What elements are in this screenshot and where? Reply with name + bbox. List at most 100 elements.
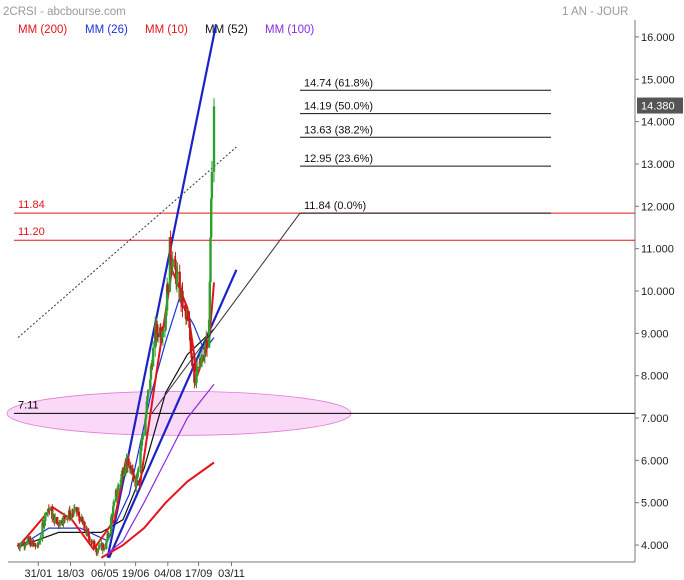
candle-body-198 <box>210 198 213 238</box>
candle-body-94 <box>107 534 111 536</box>
y-tick-label-11: 15.000 <box>641 74 675 86</box>
candle-body-83 <box>97 548 100 550</box>
fib-label-4: 11.84 (0.0%) <box>304 200 366 212</box>
y-tick-label-7: 11.000 <box>641 244 674 256</box>
candle-body-169 <box>181 290 184 307</box>
candle-body-44 <box>58 520 62 526</box>
candle-body-181 <box>193 382 197 384</box>
candle-body-176 <box>189 327 192 341</box>
candle-body-71 <box>86 529 89 535</box>
fib-anchor-line <box>151 212 301 414</box>
level-label-0: 11.84 <box>18 199 45 211</box>
candle-body-110 <box>124 465 127 474</box>
candle-body-80 <box>95 548 98 553</box>
fib-label-3: 12.95 (23.6%) <box>304 153 373 165</box>
candle-body-40 <box>56 517 59 524</box>
candle-body-69 <box>83 521 86 529</box>
candle-body-16 <box>32 540 35 544</box>
candle-body-130 <box>144 418 147 436</box>
candle-body-177 <box>189 340 193 354</box>
y-tick-label-10: 14.000 <box>641 117 675 129</box>
candle-body-127 <box>140 438 144 446</box>
legend: MM (200) MM (26) MM (10) MM (52) MM (100… <box>18 24 314 36</box>
candle-body-194 <box>205 339 209 348</box>
y-tick-label-6: 10.000 <box>641 286 675 298</box>
candle-body-25 <box>41 522 44 538</box>
y-tick-label-3: 7.000 <box>641 413 669 425</box>
candle-body-172 <box>184 311 188 318</box>
candle-body-35 <box>51 507 54 519</box>
candle-body-20 <box>36 543 39 547</box>
candle-body-163 <box>175 273 179 284</box>
candle-body-82 <box>96 549 99 553</box>
candle-body-39 <box>53 517 57 524</box>
chart-period-label: 1 AN - JOUR <box>562 6 628 18</box>
candle-body-156 <box>169 237 172 259</box>
candle-body-12 <box>28 537 31 542</box>
candle-body-89 <box>102 548 106 550</box>
candle-body-59 <box>73 507 76 510</box>
candle-body-149 <box>161 331 165 337</box>
y-tick-label-0: 4.000 <box>641 540 669 552</box>
candle-body-91 <box>105 540 109 543</box>
candle-body-72 <box>86 529 90 532</box>
candle-body-191 <box>203 346 207 358</box>
candle-body-79 <box>93 541 96 549</box>
candle-body-4 <box>19 542 22 545</box>
candle-body-139 <box>151 347 155 367</box>
candle-body-49 <box>63 515 67 519</box>
trend-line-2 <box>17 146 237 338</box>
candle-body-104 <box>117 484 120 486</box>
candle-body-165 <box>178 271 181 298</box>
candle-body-180 <box>193 365 196 383</box>
candle-body-88 <box>102 544 105 549</box>
candle-body-174 <box>186 316 189 321</box>
candle-body-34 <box>49 507 52 511</box>
ma-line-3 <box>17 298 215 548</box>
candle-body-46 <box>61 523 64 525</box>
candle-body-23 <box>38 540 41 542</box>
candle-body-143 <box>156 324 159 334</box>
candle-body-133 <box>146 396 149 402</box>
y-tick-label-2: 6.000 <box>641 455 669 467</box>
candle-body-18 <box>33 543 36 546</box>
candle-body-99 <box>112 501 116 507</box>
candle-body-90 <box>105 542 108 549</box>
x-tick-label-1: 18/03 <box>57 568 85 580</box>
candle-body-9 <box>24 544 27 546</box>
candle-body-55 <box>70 513 74 519</box>
ma-line-1 <box>107 383 215 554</box>
x-tick-label-0: 31/01 <box>25 568 53 580</box>
candle-body-151 <box>164 316 167 330</box>
candle-body-184 <box>196 366 199 375</box>
y-tick-label-1: 5.000 <box>641 498 669 510</box>
candle-body-73 <box>87 531 90 537</box>
candle-body-45 <box>60 520 64 524</box>
legend-mm10: MM (10) <box>145 24 188 36</box>
candle-body-103 <box>116 485 120 492</box>
candle-body-195 <box>207 319 211 348</box>
candle-body-188 <box>200 359 203 364</box>
ma-line-0 <box>100 461 215 559</box>
candle-body-14 <box>29 539 32 547</box>
candle-body-196 <box>208 282 211 320</box>
x-tick-label-6: 03/11 <box>218 568 245 580</box>
legend-mm100: MM (100) <box>265 24 314 36</box>
candle-body-96 <box>110 514 113 518</box>
candle-body-125 <box>139 450 142 469</box>
candle-body-144 <box>156 333 160 338</box>
candle-body-132 <box>145 401 148 413</box>
level-label-2: 7.11 <box>18 399 39 411</box>
candle-body-121 <box>135 476 138 487</box>
candle-body-116 <box>130 470 133 474</box>
candle-body-47 <box>62 516 65 524</box>
x-tick-label-5: 17/09 <box>185 568 213 580</box>
candle-body-102 <box>116 491 119 495</box>
y-tick-label-9: 13.000 <box>641 159 675 171</box>
candle-body-182 <box>194 383 197 385</box>
candle-body-105 <box>119 479 123 485</box>
candle-body-152 <box>165 310 168 317</box>
candle-body-189 <box>200 354 204 360</box>
y-tick-label-12: 16.000 <box>641 32 675 44</box>
candle-body-128 <box>141 436 144 439</box>
